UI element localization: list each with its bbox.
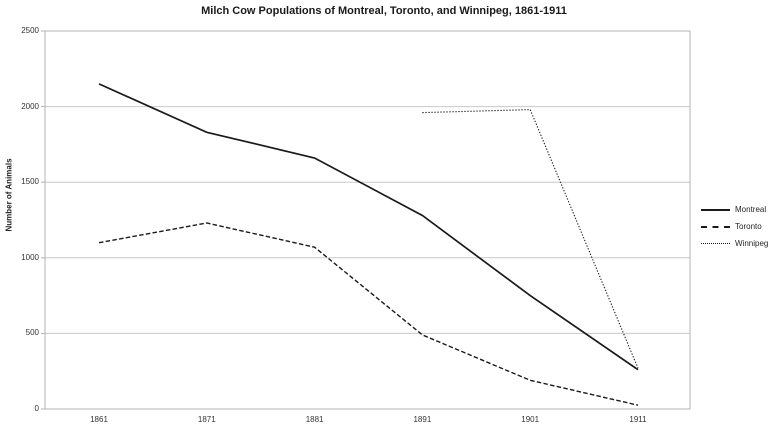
y-tick-label-1000: 1000 <box>21 252 39 262</box>
winnipeg-dotted-line-sample-icon <box>701 243 730 244</box>
plot-border <box>44 30 691 410</box>
legend-label-toronto: Toronto <box>735 222 762 231</box>
legend-item-toronto: Toronto <box>701 218 768 235</box>
y-tick-label-2000: 2000 <box>21 101 39 111</box>
y-tick-label-1500: 1500 <box>21 177 39 187</box>
x-tick-label-1901: 1901 <box>521 415 540 424</box>
chart-title: Milch Cow Populations of Montreal, Toron… <box>201 5 567 17</box>
montreal-solid-line-sample-icon <box>701 208 730 211</box>
legend-item-montreal: Montreal <box>701 201 768 218</box>
legend-item-winnipeg: Winnipeg <box>701 235 768 252</box>
toronto-dashed-line-sample-icon <box>701 225 730 228</box>
x-tick-label-1871: 1871 <box>197 415 216 424</box>
montreal-line <box>98 83 639 371</box>
y-tick-label-0: 0 <box>34 404 39 413</box>
toronto-line <box>98 222 639 406</box>
x-tick-label-1861: 1861 <box>90 415 108 424</box>
legend-label-montreal: Montreal <box>735 205 767 214</box>
y-tick-label-500: 500 <box>25 328 39 338</box>
y-tick-label-2500: 2500 <box>21 26 39 35</box>
legend: Montreal Toronto Winnipeg <box>701 201 768 252</box>
legend-label-winnipeg: Winnipeg <box>735 239 768 248</box>
x-tick-label-1911: 1911 <box>629 415 647 424</box>
x-tick-label-1881: 1881 <box>305 415 324 424</box>
winnipeg-line <box>422 109 639 369</box>
x-tick-label-1891: 1891 <box>413 415 432 424</box>
